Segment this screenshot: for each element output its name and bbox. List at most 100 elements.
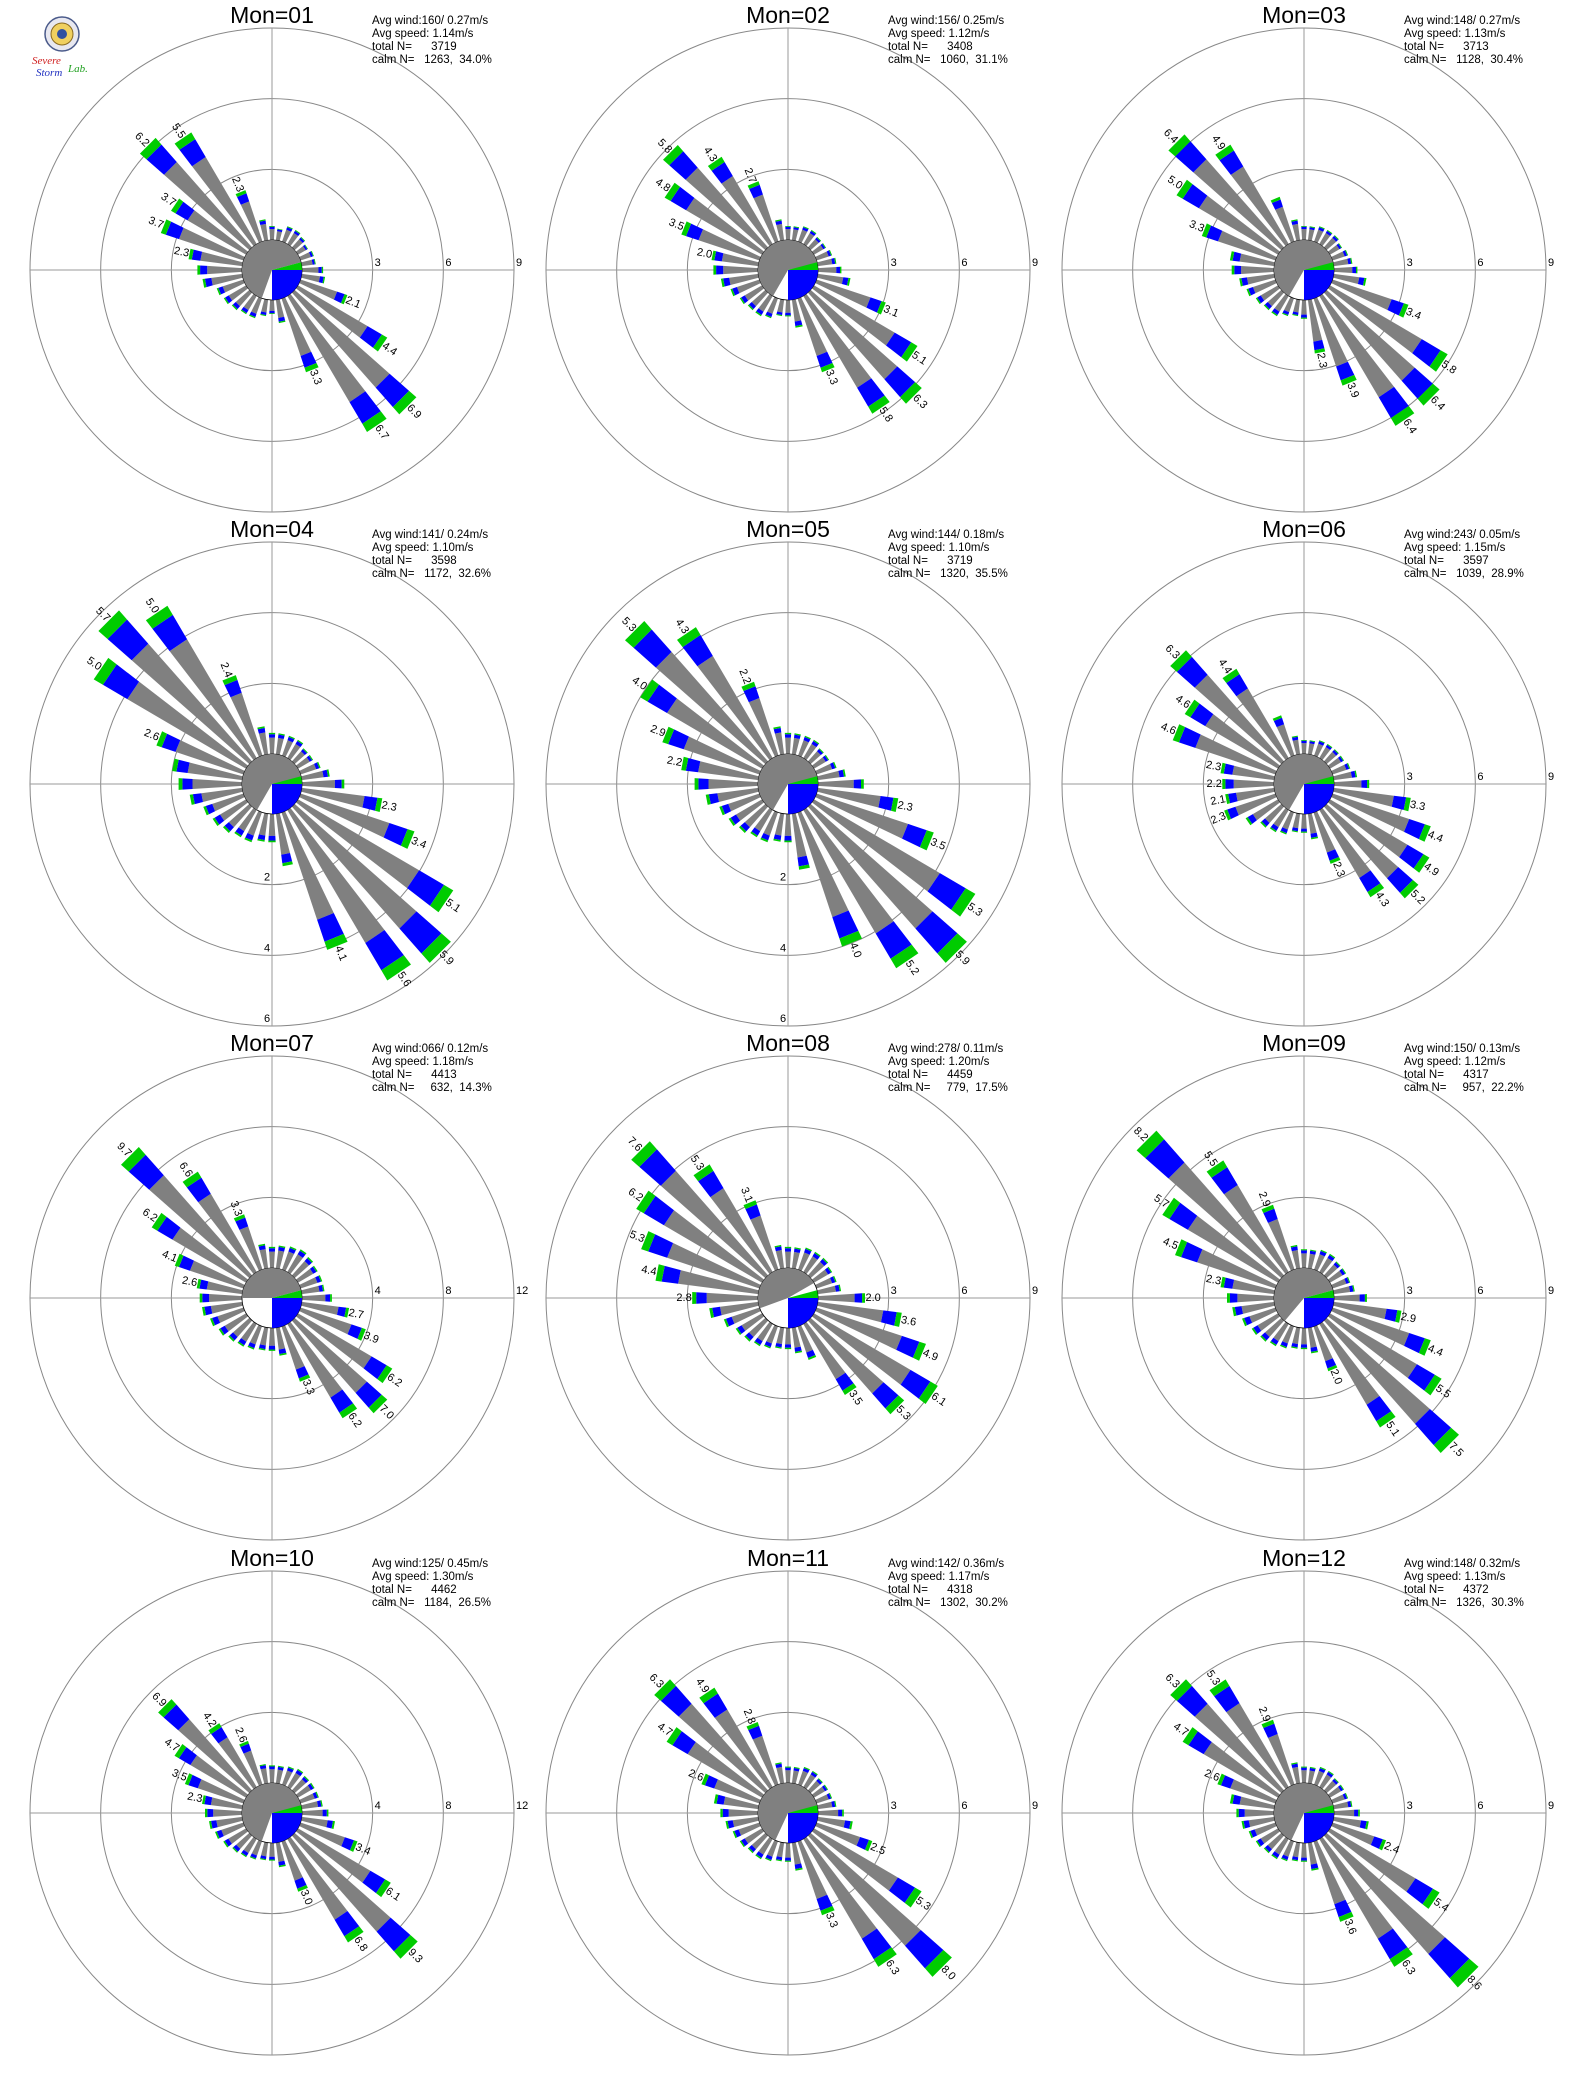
- bar-value-label: 4.0: [847, 941, 864, 960]
- direction-bar: [817, 1284, 842, 1295]
- bar-segment-high: [244, 837, 253, 843]
- bar-segment-mid: [1404, 819, 1425, 840]
- bar-segment-mid: [330, 1389, 354, 1413]
- panel-title: Mon=11: [746, 1545, 830, 1571]
- bar-segment-low: [1168, 1162, 1285, 1279]
- bar-segment-high: [1327, 1365, 1338, 1372]
- direction-bar: [1261, 1204, 1295, 1271]
- bar-segment-mid: [1291, 1343, 1298, 1348]
- bar-segment-low: [269, 299, 275, 311]
- direction-bar: [791, 1247, 801, 1269]
- ring-label: 12: [516, 1285, 528, 1297]
- bar-value-label: 4.6: [1159, 721, 1178, 738]
- bar-value-label: 2.6: [1203, 1767, 1222, 1784]
- direction-bar: [791, 1327, 803, 1354]
- bar-segment-high: [1390, 406, 1415, 426]
- bar-segment-mid: [1399, 844, 1424, 869]
- bar-segment-low: [295, 285, 368, 338]
- bar-segment-high: [720, 1808, 723, 1818]
- bar-segment-mid: [241, 1849, 249, 1857]
- bar-segment-low: [785, 1770, 791, 1784]
- bar-value-label: 2.6: [142, 727, 161, 744]
- bar-segment-high: [218, 1328, 225, 1336]
- direction-bar: [240, 1836, 257, 1858]
- bar-value-label: 3.4: [354, 1841, 373, 1858]
- wind-rose-svg: 3 6 96.3 5.34.72.92.62.45.48.66.33.6: [1061, 1570, 1554, 2056]
- bar-segment-high: [189, 794, 195, 805]
- bar-segment-high: [784, 1246, 792, 1249]
- bar-segment-mid: [900, 1369, 931, 1399]
- bar-segment-mid: [257, 834, 266, 841]
- bar-segment-mid: [1270, 823, 1279, 831]
- bar-segment-low: [1331, 764, 1347, 775]
- bar-segment-low: [301, 267, 319, 273]
- bar-segment-high: [840, 266, 842, 274]
- bar-segment-mid: [1292, 827, 1299, 832]
- bar-segment-low: [723, 265, 759, 275]
- bar-segment-low: [1313, 1325, 1333, 1362]
- bar-segment-mid: [301, 1776, 309, 1784]
- bar-segment-high: [121, 1147, 146, 1172]
- bar-segment-high: [339, 1403, 358, 1419]
- bar-segment-low: [736, 279, 761, 294]
- bar-segment-mid: [816, 1894, 833, 1911]
- direction-bar: [773, 813, 785, 842]
- bar-segment-high: [1449, 1958, 1479, 1988]
- wind-rose-svg: 3 6 96.4 4.95.03.33.45.86.46.43.92.3: [1061, 27, 1554, 513]
- bar-segment-mid: [703, 1693, 728, 1718]
- calm-sector-green: [1304, 262, 1334, 270]
- bar-segment-low: [1333, 780, 1362, 788]
- bar-segment-high: [307, 1256, 314, 1263]
- direction-bar: [817, 779, 864, 789]
- bar-segment-mid: [334, 779, 342, 789]
- bar-segment-high: [834, 257, 837, 264]
- bar-segment-high: [174, 1744, 187, 1759]
- bar-segment-mid: [803, 736, 811, 743]
- bar-segment-low: [295, 246, 306, 255]
- bar-segment-high: [1182, 1727, 1198, 1746]
- direction-bar: [1327, 1268, 1347, 1283]
- bar-segment-high: [260, 314, 267, 317]
- bar-segment-low: [291, 239, 303, 251]
- bar-segment-high: [785, 315, 791, 317]
- bar-segment-mid: [1188, 1731, 1212, 1755]
- stat-calm: calm N= 779, 17.5%: [888, 1082, 1008, 1094]
- bar-segment-high: [1271, 1854, 1278, 1860]
- direction-bar: [798, 1247, 812, 1272]
- direction-bar: [1242, 1307, 1277, 1327]
- bar-segment-low: [744, 1828, 765, 1844]
- bar-segment-high: [827, 1266, 833, 1273]
- bar-segment-mid: [191, 249, 203, 261]
- bar-segment-mid: [820, 1258, 828, 1266]
- bar-segment-mid: [1257, 1838, 1265, 1847]
- bar-segment-low: [275, 1769, 283, 1784]
- bar-value-label: 3.3: [823, 368, 840, 387]
- bar-segment-mid: [1234, 1306, 1243, 1316]
- bar-segment-low: [209, 1294, 243, 1302]
- direction-bar: [299, 1791, 319, 1804]
- bar-segment-mid: [776, 1856, 783, 1861]
- bar-segment-high: [820, 1906, 835, 1916]
- bar-segment-high: [210, 1318, 215, 1327]
- direction-bar: [1327, 285, 1448, 372]
- bar-segment-low: [1292, 223, 1301, 241]
- bar-segment-high: [1347, 762, 1351, 769]
- bar-segment-mid: [765, 311, 773, 318]
- bar-segment-mid: [1253, 1325, 1262, 1334]
- bar-segment-high: [1300, 831, 1308, 833]
- bar-segment-mid: [765, 1854, 773, 1861]
- bar-segment-mid: [722, 1808, 729, 1818]
- bar-segment-high: [324, 933, 348, 950]
- bar-segment-high: [1350, 257, 1353, 264]
- direction-bar: [1323, 803, 1419, 899]
- bar-segment-high: [640, 679, 659, 702]
- bar-segment-mid: [1332, 235, 1339, 242]
- wind-rose-panel: 3 6 9 8.2 5.5 5.7 2.9 4.5 2.3 2.9 4.4 5.5 7.5 5.1 2.0 M…: [1044, 1028, 1564, 1548]
- ring-label: 9: [1032, 257, 1038, 269]
- bar-segment-mid: [303, 244, 308, 251]
- direction-bar: [1269, 807, 1289, 833]
- bar-segment-high: [1309, 740, 1316, 743]
- bar-segment-low: [774, 732, 785, 755]
- calm-sector-green: [272, 1290, 302, 1298]
- direction-bar: [160, 219, 245, 261]
